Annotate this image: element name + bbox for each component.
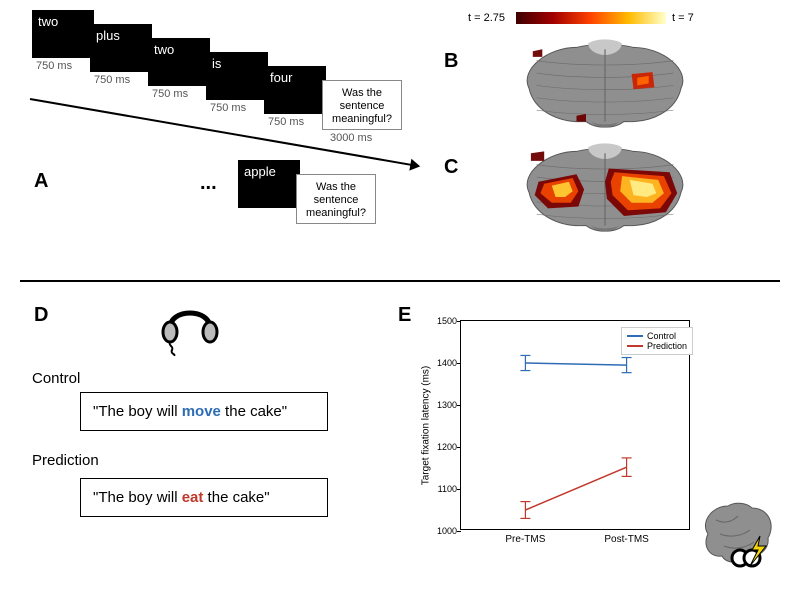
- headphones-icon: [160, 298, 220, 356]
- control-condition-label: Control: [32, 370, 80, 387]
- ellipsis: ...: [200, 172, 217, 195]
- cerebellum-render: [510, 140, 700, 235]
- y-tick-label: 1400: [427, 358, 457, 368]
- duration-label: 750 ms: [268, 116, 304, 128]
- legend-entry: Control: [627, 331, 687, 341]
- duration-label: 3000 ms: [330, 132, 372, 144]
- sentence-example-box: "The boy will move the cake": [80, 392, 328, 431]
- y-tick-label: 1500: [427, 316, 457, 326]
- x-tick-label: Post-TMS: [604, 534, 648, 545]
- panel-c-label: C: [444, 156, 458, 179]
- sentence-example-box: "The boy will eat the cake": [80, 478, 328, 517]
- panel-a-label: A: [34, 170, 48, 193]
- stimulus-card: four: [264, 66, 326, 114]
- colorbar: [516, 12, 666, 24]
- y-tick-mark: [457, 531, 461, 532]
- brain-stimulation-icon: [694, 500, 778, 570]
- y-tick-label: 1300: [427, 400, 457, 410]
- duration-label: 750 ms: [36, 60, 72, 72]
- question-card: Was thesentencemeaningful?: [296, 174, 376, 224]
- x-tick-label: Pre-TMS: [505, 534, 545, 545]
- duration-label: 750 ms: [94, 74, 130, 86]
- legend-entry: Prediction: [627, 341, 687, 351]
- chart-legend: ControlPrediction: [621, 327, 693, 355]
- question-card: Was thesentencemeaningful?: [322, 80, 402, 130]
- y-axis-label: Target fixation latency (ms): [421, 341, 432, 511]
- stimulus-card: two: [32, 10, 94, 58]
- panel-d-label: D: [34, 304, 48, 327]
- colorbar-low-label: t = 2.75: [468, 12, 505, 24]
- horizontal-divider: [20, 280, 780, 282]
- colorbar-high-label: t = 7: [672, 12, 694, 24]
- y-tick-label: 1000: [427, 526, 457, 536]
- duration-label: 750 ms: [210, 102, 246, 114]
- stimulus-card: two: [148, 38, 210, 86]
- cerebellum-render: [510, 36, 700, 131]
- panel-e-label: E: [398, 304, 411, 327]
- duration-label: 750 ms: [152, 88, 188, 100]
- stimulus-card: is: [206, 52, 268, 100]
- panel-b-label: B: [444, 50, 458, 73]
- prediction-condition-label: Prediction: [32, 452, 99, 469]
- stimulus-card: apple: [238, 160, 300, 208]
- stimulus-card: plus: [90, 24, 152, 72]
- latency-line-chart: 100011001200130014001500Target fixation …: [460, 320, 690, 530]
- y-tick-label: 1200: [427, 442, 457, 452]
- y-tick-label: 1100: [427, 484, 457, 494]
